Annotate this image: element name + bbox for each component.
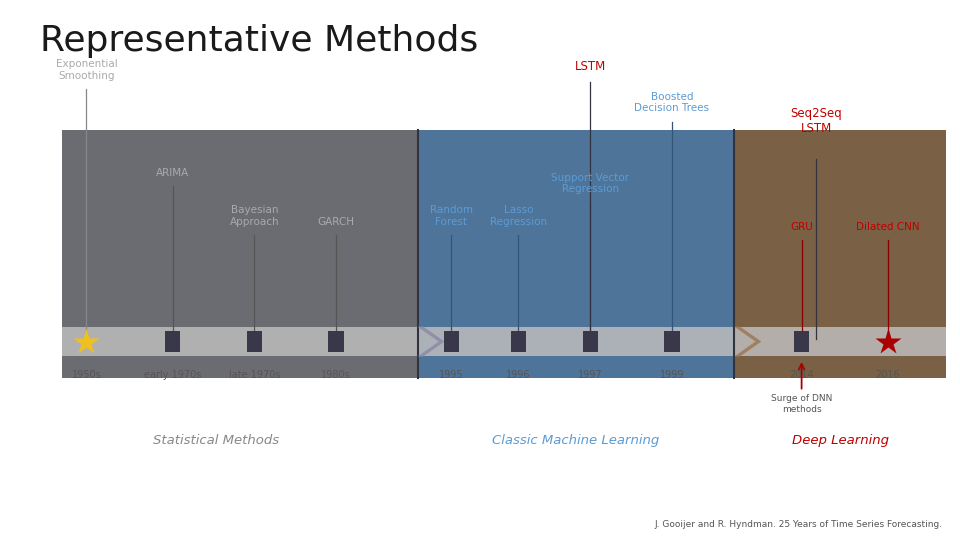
Text: Representative Methods: Representative Methods bbox=[40, 24, 479, 58]
Bar bbox=[444, 330, 459, 352]
Text: Dilated CNN: Dilated CNN bbox=[856, 222, 920, 232]
Bar bbox=[328, 330, 344, 352]
Text: 2014: 2014 bbox=[789, 370, 814, 380]
Text: Random
Forest: Random Forest bbox=[430, 205, 472, 227]
Bar bbox=[247, 330, 262, 352]
Bar bbox=[165, 330, 180, 352]
Text: ARIMA: ARIMA bbox=[156, 168, 189, 178]
Text: Deep Learning: Deep Learning bbox=[791, 434, 889, 447]
Bar bbox=[794, 330, 809, 352]
Polygon shape bbox=[734, 327, 761, 356]
Text: Support Vector
Regression: Support Vector Regression bbox=[551, 173, 630, 194]
Bar bbox=[583, 330, 598, 352]
Text: late 1970s: late 1970s bbox=[228, 370, 280, 380]
Text: LSTM: LSTM bbox=[575, 60, 606, 73]
Bar bbox=[62, 327, 946, 356]
Text: early 1970s: early 1970s bbox=[144, 370, 202, 380]
Text: Surge of DNN
methods: Surge of DNN methods bbox=[771, 394, 832, 414]
Text: 1996: 1996 bbox=[506, 370, 531, 380]
Text: 1999: 1999 bbox=[660, 370, 684, 380]
Text: Seq2Seq
LSTM: Seq2Seq LSTM bbox=[790, 107, 842, 135]
Bar bbox=[664, 330, 680, 352]
Polygon shape bbox=[418, 327, 444, 356]
Text: J. Gooijer and R. Hyndman. 25 Years of Time Series Forecasting.: J. Gooijer and R. Hyndman. 25 Years of T… bbox=[655, 520, 943, 529]
Text: 1997: 1997 bbox=[578, 370, 603, 380]
Text: 1995: 1995 bbox=[439, 370, 464, 380]
Text: 2016: 2016 bbox=[876, 370, 900, 380]
Text: Classic Machine Learning: Classic Machine Learning bbox=[492, 434, 660, 447]
Bar bbox=[734, 130, 946, 378]
Text: Lasso
Regression: Lasso Regression bbox=[490, 205, 547, 227]
Text: Statistical Methods: Statistical Methods bbox=[153, 434, 279, 447]
Text: GRU: GRU bbox=[790, 222, 813, 232]
Text: 1980s: 1980s bbox=[322, 370, 350, 380]
Bar bbox=[62, 130, 418, 378]
Text: GARCH: GARCH bbox=[318, 217, 354, 227]
Bar bbox=[418, 130, 734, 378]
Text: Boosted
Decision Trees: Boosted Decision Trees bbox=[635, 92, 709, 113]
Text: Bayesian
Approach: Bayesian Approach bbox=[229, 205, 279, 227]
Bar bbox=[511, 330, 526, 352]
Text: 1950s: 1950s bbox=[72, 370, 101, 380]
Text: Exponential
Smoothing: Exponential Smoothing bbox=[56, 59, 117, 81]
